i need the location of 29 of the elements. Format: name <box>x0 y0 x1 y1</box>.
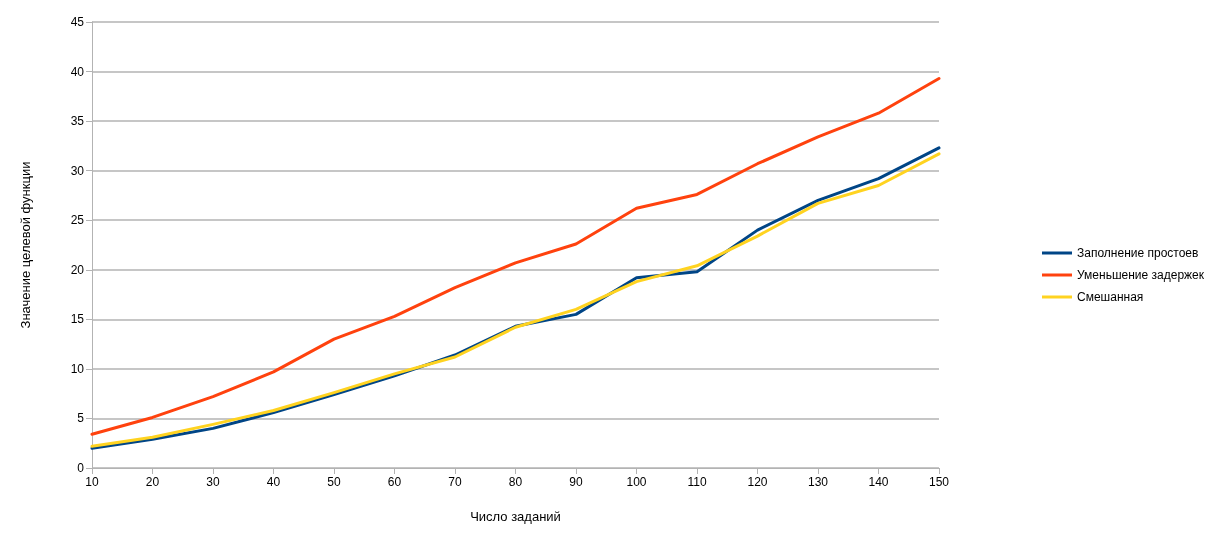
x-tick-label: 110 <box>687 475 707 489</box>
y-tick-label: 45 <box>70 15 85 29</box>
y-tick-label: 30 <box>70 163 85 178</box>
y-tick-label: 40 <box>70 64 85 79</box>
y-tick-label: 35 <box>70 114 85 129</box>
x-tick-label: 130 <box>807 475 829 489</box>
x-tick-label: 60 <box>387 475 402 489</box>
y-tick-label: 0 <box>77 461 85 475</box>
y-tick-label: 20 <box>70 262 85 277</box>
x-tick-label: 80 <box>508 475 523 489</box>
y-tick-label: 10 <box>70 361 85 376</box>
x-tick-label: 90 <box>569 475 583 489</box>
x-axis-title: Число заданий <box>470 509 561 524</box>
x-tick-label: 30 <box>206 475 220 489</box>
x-tick-label: 120 <box>747 475 768 489</box>
x-tick-label: 20 <box>145 475 160 489</box>
y-tick-label: 15 <box>70 312 85 327</box>
legend-label: Смешанная <box>1077 290 1144 304</box>
x-tick-label: 70 <box>448 475 462 489</box>
legend-label: Заполнение простоев <box>1077 246 1199 260</box>
legend-label: Уменьшение задержек <box>1077 268 1205 282</box>
x-tick-label: 150 <box>928 475 950 489</box>
y-tick-label: 25 <box>70 213 85 228</box>
x-tick-label: 100 <box>626 475 647 489</box>
x-tick-label: 50 <box>327 475 341 489</box>
x-tick-label: 40 <box>266 475 281 489</box>
y-axis-title: Значение целевой функции <box>18 161 33 329</box>
x-tick-label: 140 <box>868 475 889 489</box>
y-tick-label: 5 <box>77 411 85 426</box>
